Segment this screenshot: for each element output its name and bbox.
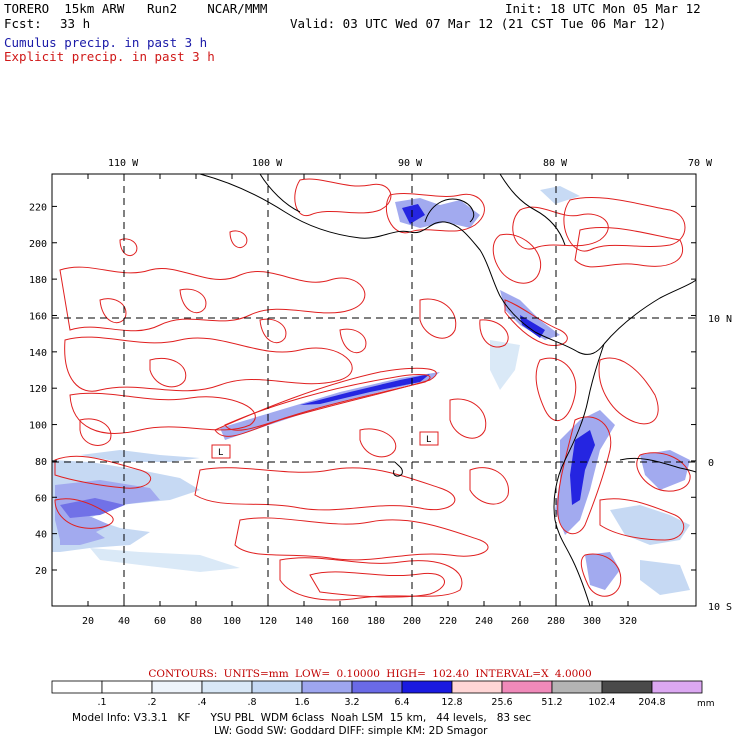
colorbar-swatch bbox=[151, 680, 203, 694]
colorbar-swatch bbox=[401, 680, 453, 694]
x-tick-label: 60 bbox=[154, 616, 166, 627]
colorbar-level-label: 25.6 bbox=[491, 697, 512, 708]
colorbar bbox=[51, 680, 703, 694]
y-tick-label: 80 bbox=[35, 457, 47, 468]
colorbar-level-label: .2 bbox=[147, 697, 156, 708]
valid-time: Valid: 03 UTC Wed 07 Mar 12 (21 CST Tue … bbox=[290, 16, 667, 31]
colorbar-swatch bbox=[501, 680, 553, 694]
lat-label-10n: 10 N bbox=[708, 314, 732, 325]
colorbar-level-label: 204.8 bbox=[638, 697, 665, 708]
lon-label-90w: 90 W bbox=[398, 158, 423, 169]
lon-label-110w: 110 W bbox=[108, 158, 139, 169]
x-tick-label: 100 bbox=[223, 616, 241, 627]
model-info-line1: Model Info: V3.3.1 KF YSU PBL WDM 6class… bbox=[72, 712, 532, 724]
model-info-line2: LW: Godd SW: Goddard DIFF: simple KM: 2D… bbox=[214, 725, 488, 737]
cumulus-precip-shading bbox=[52, 186, 690, 595]
y-tick-label: 140 bbox=[29, 348, 47, 359]
map-frame bbox=[51, 173, 697, 607]
y-tick-label: 40 bbox=[35, 530, 47, 541]
colorbar-level-label: 1.6 bbox=[294, 697, 309, 708]
colorbar-level-label: 12.8 bbox=[441, 697, 462, 708]
colorbar-level-label: 3.2 bbox=[344, 697, 359, 708]
x-tick-labels: 20 40 60 80 100 120 140 160 180 200 220 240 260 280 30… bbox=[82, 616, 637, 627]
low-pressure-markers: L L bbox=[211, 431, 439, 459]
low-marker-2: L bbox=[426, 435, 431, 445]
colorbar-labels: .1 .2 .4 .8 1.6 3.2 6.4 12.8 25.6 51.2 102.4 204.8 bbox=[97, 697, 665, 708]
colorbar-level-label: .8 bbox=[247, 697, 256, 708]
colorbar-swatch bbox=[251, 680, 303, 694]
x-tick-label: 200 bbox=[403, 616, 421, 627]
lon-label-80w: 80 W bbox=[543, 158, 568, 169]
lon-label-100w: 100 W bbox=[252, 158, 283, 169]
colorbar-swatch bbox=[451, 680, 503, 694]
colorbar-swatch bbox=[101, 680, 153, 694]
forecast-hour: 33 h bbox=[60, 16, 91, 31]
colorbar-swatch bbox=[201, 680, 253, 694]
y-tick-label: 180 bbox=[29, 275, 47, 286]
x-tick-label: 300 bbox=[583, 616, 601, 627]
lon-label-70w: 70 W bbox=[688, 158, 713, 169]
x-tick-label: 180 bbox=[367, 616, 385, 627]
y-tick-label: 120 bbox=[29, 384, 47, 395]
low-marker-1: L bbox=[218, 448, 223, 458]
colorbar-level-label: .1 bbox=[97, 697, 106, 708]
y-tick-labels: 20 40 60 80 100 120 140 160 180 200 220 bbox=[29, 202, 47, 577]
y-tick-label: 200 bbox=[29, 239, 47, 250]
x-tick-label: 320 bbox=[619, 616, 637, 627]
x-tick-label: 240 bbox=[475, 616, 493, 627]
colorbar-level-label: .4 bbox=[197, 697, 206, 708]
cumulus-field-label: Cumulus precip. in past 3 h bbox=[4, 35, 208, 50]
colorbar-swatch bbox=[551, 680, 603, 694]
x-tick-label: 220 bbox=[439, 616, 457, 627]
colorbar-swatch bbox=[601, 680, 653, 694]
y-tick-label: 160 bbox=[29, 311, 47, 322]
colorbar-swatch bbox=[51, 680, 103, 694]
coastlines bbox=[199, 174, 696, 606]
init-time: Init: 18 UTC Mon 05 Mar 12 bbox=[505, 1, 701, 16]
contour-info: CONTOURS: UNITS=mm LOW= 0.10000 HIGH= 10… bbox=[148, 668, 592, 680]
lat-label-10s: 10 S bbox=[708, 602, 732, 613]
colorbar-swatch bbox=[351, 680, 403, 694]
x-tick-label: 40 bbox=[118, 616, 130, 627]
colorbar-level-label: 102.4 bbox=[588, 697, 615, 708]
x-tick-label: 140 bbox=[295, 616, 313, 627]
model-title: TORERO 15km ARW Run2 NCAR/MMM bbox=[4, 1, 268, 16]
colorbar-unit: mm bbox=[697, 699, 715, 709]
explicit-precip-contours bbox=[54, 178, 691, 601]
forecast-label: Fcst: bbox=[4, 16, 42, 31]
x-tick-label: 80 bbox=[190, 616, 202, 627]
x-tick-label: 280 bbox=[547, 616, 565, 627]
x-tick-label: 260 bbox=[511, 616, 529, 627]
axis-ticks bbox=[52, 174, 696, 606]
y-tick-label: 100 bbox=[29, 421, 47, 432]
explicit-field-label: Explicit precip. in past 3 h bbox=[4, 49, 215, 64]
y-tick-label: 60 bbox=[35, 493, 47, 504]
y-tick-label: 20 bbox=[35, 566, 47, 577]
colorbar-swatch bbox=[301, 680, 353, 694]
map-area: L L bbox=[52, 174, 696, 606]
colorbar-swatch bbox=[651, 680, 703, 694]
x-tick-label: 160 bbox=[331, 616, 349, 627]
y-tick-label: 220 bbox=[29, 202, 47, 213]
graticule bbox=[52, 174, 696, 606]
colorbar-level-label: 6.4 bbox=[394, 697, 409, 708]
x-tick-label: 120 bbox=[259, 616, 277, 627]
x-tick-label: 20 bbox=[82, 616, 94, 627]
lat-label-0: 0 bbox=[708, 458, 714, 469]
colorbar-level-label: 51.2 bbox=[541, 697, 562, 708]
